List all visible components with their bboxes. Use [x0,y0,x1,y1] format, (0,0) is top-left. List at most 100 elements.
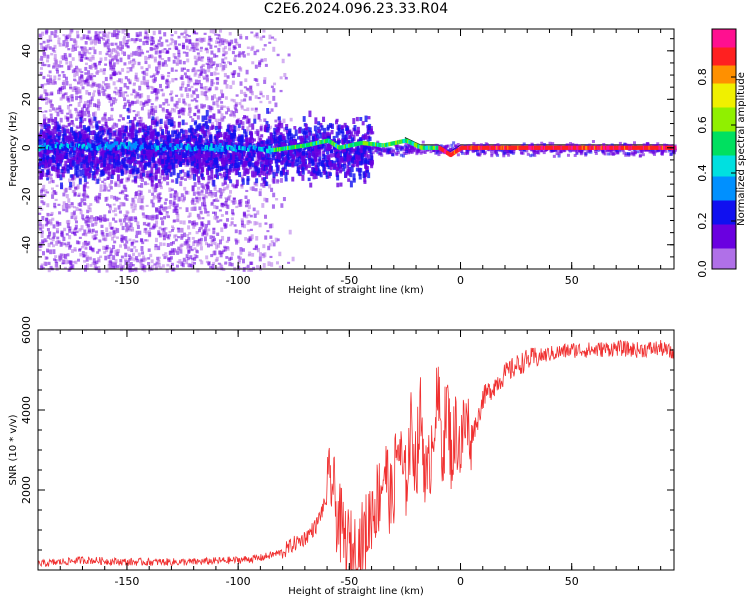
heatmap-band [210,167,214,173]
heatmap-noise [210,253,214,258]
heatmap-noise [166,181,170,186]
heatmap-noise [78,247,82,251]
heatmap-noise [106,159,110,164]
heatmap-noise [62,254,66,259]
heatmap-noise [149,39,153,42]
heatmap-noise [46,191,50,194]
heatmap-noise [87,30,91,34]
heatmap-noise [158,182,162,187]
heatmap-noise [263,79,267,84]
heatmap-noise [140,183,144,188]
heatmap-noise [153,56,157,61]
heatmap-band [47,124,51,128]
heatmap-band [82,159,86,165]
heatmap-noise [103,251,107,254]
heatmap-noise [220,227,224,233]
heatmap-band [303,145,307,151]
heatmap-noise [68,244,72,248]
heatmap-noise [81,79,85,83]
heatmap-band [165,127,169,132]
heatmap-noise [284,76,288,80]
heatmap-band [190,134,194,141]
heatmap-noise [268,111,272,114]
heatmap-noise [44,110,48,113]
heatmap-noise [56,221,60,227]
heatmap-noise [97,92,101,97]
heatmap-band [300,165,304,170]
heatmap-noise [211,263,215,269]
heatmap-noise [121,91,125,94]
heatmap-noise [268,243,272,247]
heatmap-noise [237,255,241,259]
heatmap-noise [102,37,106,41]
heatmap-noise [162,253,166,257]
heatmap-noise [110,68,114,72]
heatmap-noise [179,181,183,187]
heatmap-noise [197,55,201,60]
heatmap-noise [62,208,66,212]
heatmap-band [181,130,185,138]
heatmap-noise [197,180,201,185]
heatmap-band [315,130,319,136]
heatmap-noise [57,123,61,126]
heatmap-noise [150,216,154,221]
heatmap-noise [98,192,102,197]
heatmap-noise [83,260,87,263]
heatmap-noise [72,206,76,209]
heatmap-noise [234,238,238,242]
heatmap-band [56,133,60,138]
heatmap-noise [110,49,114,55]
heatmap-noise [113,99,117,104]
heatmap-noise [54,109,58,113]
heatmap-noise [91,136,95,140]
heatmap-noise [146,50,150,53]
heatmap-noise [116,264,120,269]
heatmap-noise [198,196,202,202]
heatmap-noise [179,244,183,250]
heatmap-noise [157,259,161,265]
heatmap-noise [50,241,54,245]
heatmap-noise [116,52,120,57]
heatmap-noise [68,83,72,89]
heatmap-noise [178,259,182,264]
heatmap-noise [177,227,181,233]
heatmap-noise [145,223,149,227]
heatmap-noise [45,221,49,225]
heatmap-noise [211,211,215,214]
heatmap-noise [43,89,47,94]
heatmap-noise [253,34,257,38]
heatmap-noise [84,219,88,224]
heatmap-band [94,134,98,141]
heatmap-band [198,123,202,129]
heatmap-noise [95,260,99,265]
heatmap-noise [160,233,164,236]
heatmap-noise [72,261,76,264]
heatmap-noise [230,221,234,225]
heatmap-noise [230,262,234,267]
heatmap-noise [84,242,88,247]
heatmap-band [134,129,138,137]
heatmap-noise [160,212,164,215]
heatmap-noise [148,189,152,193]
heatmap-noise [196,190,200,195]
heatmap-noise [141,241,145,245]
heatmap-noise [67,48,71,51]
heatmap-noise [125,198,129,201]
heatmap-noise [126,99,130,104]
heatmap-noise [93,74,97,78]
heatmap-noise [130,216,134,222]
heatmap-band [325,175,329,179]
heatmap-noise [120,234,124,239]
heatmap-noise [71,57,75,61]
heatmap-noise [165,79,169,85]
heatmap-band [301,175,305,181]
heatmap-noise [45,101,49,105]
heatmap-band [274,159,278,163]
heatmap-noise [66,112,70,115]
heatmap-noise [128,218,132,224]
heatmap-band [152,147,156,152]
heatmap-noise [258,222,262,228]
heatmap-band [364,170,368,177]
heatmap-noise [149,75,153,78]
heatmap-band [154,163,158,170]
